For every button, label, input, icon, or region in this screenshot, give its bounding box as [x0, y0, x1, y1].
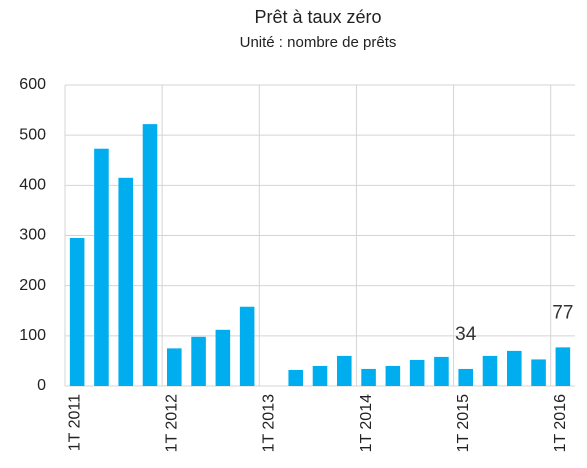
- x-tick-label: 1T 2012: [164, 394, 181, 453]
- bar: [458, 368, 473, 386]
- x-tick-label: 1T 2015: [455, 394, 472, 453]
- y-tick-label: 0: [37, 377, 46, 394]
- value-label: 34: [455, 324, 477, 345]
- x-tick-label: 1T 2011: [66, 394, 83, 451]
- y-tick-label: 400: [19, 177, 46, 194]
- bar: [215, 329, 231, 386]
- y-tick-label: 200: [19, 277, 46, 294]
- bar: [239, 306, 255, 386]
- y-tick-label: 100: [19, 327, 46, 344]
- bar: [118, 177, 133, 386]
- x-tick-label: 1T 2016: [552, 394, 569, 453]
- bar: [482, 355, 498, 386]
- bar: [531, 359, 546, 386]
- bar: [167, 348, 182, 386]
- x-tick-label: 1T 2014: [358, 394, 375, 453]
- bar: [142, 124, 158, 386]
- bar: [288, 369, 303, 386]
- y-tick-label: 600: [19, 76, 46, 93]
- bar: [385, 365, 401, 386]
- chart-subtitle: Unité : nombre de prêts: [240, 34, 397, 51]
- x-tick-label: 1T 2013: [261, 394, 278, 453]
- bar: [409, 359, 425, 386]
- bar: [94, 148, 109, 386]
- bar: [191, 336, 206, 386]
- bar: [312, 365, 328, 386]
- y-tick-label: 500: [19, 126, 46, 143]
- bar: [337, 355, 352, 386]
- bar: [507, 350, 522, 386]
- bar: [555, 347, 571, 386]
- bar: [361, 368, 376, 386]
- bar: [69, 238, 85, 386]
- value-label: 77: [552, 302, 573, 323]
- y-tick-label: 300: [19, 227, 46, 244]
- bar: [434, 356, 449, 386]
- chart-title: Prêt à taux zéro: [254, 7, 381, 27]
